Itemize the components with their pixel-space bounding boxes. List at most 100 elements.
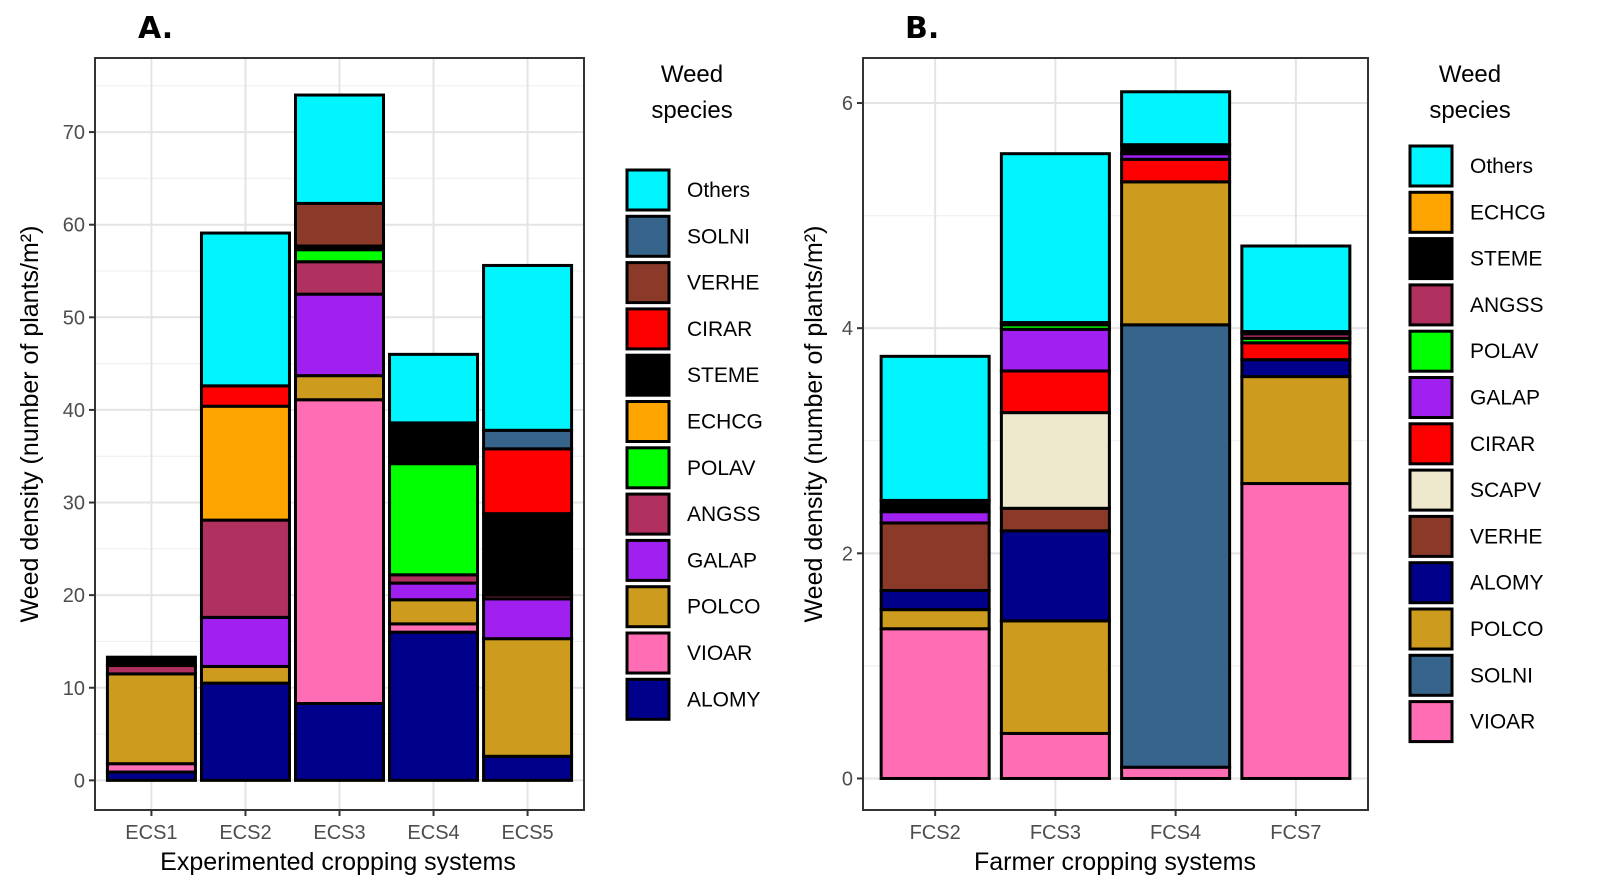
legend-label: ECHCG [1470,201,1546,224]
bar-segment-fcs2-steme [879,498,991,514]
panel-a-x-axis-title: Experimented cropping systems [160,848,516,876]
panel-b-legend-items: Others ECHCG STEME ANGSS POLAV GALAP CIRAR SCAP… [1408,144,1546,744]
legend-label: POLCO [687,596,761,619]
bar-segment-ecs4-galap [388,581,480,602]
panel-a-bars [105,93,574,782]
legend-swatch [1408,376,1454,419]
bar-segment-fcs3-alomy [999,529,1111,623]
bar-segment-ecs2-polco [199,664,291,685]
legend-label: VERHE [687,272,759,295]
bar-stack-fcs2 [879,354,991,780]
y-tick-label: 0 [842,768,853,790]
bar-segment-fcs4-polco [1120,180,1232,327]
panel-b-plot-border [862,57,1369,811]
bar-segment-fcs7-others [1240,244,1352,334]
x-tick-label-ecs5: ECS5 [501,822,553,844]
bar-segment-ecs5-steme [482,512,574,597]
y-tick-label: 0 [74,770,85,792]
bar-segment-fcs2-verhe [879,521,991,592]
panel-b-bars [879,90,1352,780]
legend-label: SOLNI [687,225,750,248]
y-tick-label: 70 [63,122,85,144]
panel-a-label: A. [138,11,173,46]
x-tick-label-ecs3: ECS3 [313,822,365,844]
legend-swatch [1408,468,1454,512]
bar-segment-fcs2-alomy [879,588,991,612]
bar-segment-ecs3-verhe [294,201,385,248]
bar-segment-ecs2-echcg [199,404,291,522]
bar-segment-fcs7-polco [1240,375,1352,486]
legend-swatch [1408,237,1454,281]
bar-segment-fcs2-galap [879,510,991,525]
legend-label: ECHCG [687,411,763,434]
legend-item-scapv: SCAPV [1408,468,1541,512]
y-tick-label: 40 [63,400,85,422]
panel-b-legend-title-line1: Weed [1439,61,1501,88]
legend-label: Others [1470,155,1533,178]
legend-label: ALOMY [1470,572,1544,595]
bar-segment-fcs7-alomy [1240,358,1352,379]
bar-segment-fcs3-others [999,152,1111,325]
x-tick-label-ecs2: ECS2 [219,822,271,844]
bar-segment-ecs4-polco [388,598,480,626]
legend-item-solni: SOLNI [1408,653,1533,697]
legend-swatch [625,307,671,351]
panel-b-y-axis-title: Weed density (number of plants/m²) [800,226,828,623]
bar-segment-fcs4-solni [1120,323,1232,769]
bar-segment-fcs2-others [879,354,991,502]
bar-segment-ecs4-others [388,352,480,425]
legend-item-verhe: VERHE [1408,514,1542,558]
legend-item-echcg: ECHCG [625,400,763,443]
bar-segment-ecs1-polco [105,672,197,766]
panel-b-y-axis: 0 2 4 6 [842,93,863,790]
x-tick-label-fcs4: FCS4 [1150,822,1201,844]
legend-label: ANGSS [1470,294,1544,317]
panel-a-x-axis: ECS1 ECS2 ECS3 ECS4 ECS5 [125,810,554,844]
legend-item-verhe: VERHE [625,261,759,305]
bar-segment-fcs4-others [1120,90,1232,147]
panel-a-legend-items: Others SOLNI VERHE CIRAR STEME ECHCG POLAV ANGS… [625,168,763,721]
legend-item-vioar: VIOAR [1408,700,1535,744]
legend-label: STEME [687,364,759,387]
legend-label: POLAV [1470,340,1538,363]
legend-swatch [625,585,671,629]
legend-label: VERHE [1470,525,1542,548]
bar-segment-ecs2-angss [199,518,291,619]
y-tick-label: 50 [63,307,85,329]
legend-label: SCAPV [1470,479,1541,502]
panel-a-y-axis: 0 10 20 30 40 50 60 70 [63,122,95,792]
legend-swatch [1408,514,1454,558]
legend-swatch [625,538,671,582]
legend-swatch [1408,144,1454,188]
legend-swatch [625,400,671,443]
bar-segment-ecs3-polco [294,374,385,402]
legend-label: ANGSS [687,503,761,526]
legend-swatch [1408,561,1454,605]
legend-label: CIRAR [1470,433,1535,456]
legend-item-angss: ANGSS [1408,283,1544,327]
bar-segment-ecs1-steme [105,655,197,668]
legend-label: VIOAR [687,642,752,665]
bar-segment-fcs3-cirar [999,369,1111,415]
bar-segment-ecs5-solni [482,428,574,451]
legend-item-galap: GALAP [1408,376,1540,419]
bar-segment-ecs3-galap [294,292,385,378]
bar-segment-fcs3-verhe [999,506,1111,533]
x-tick-label-ecs4: ECS4 [407,822,459,844]
legend-item-alomy: ALOMY [1408,561,1544,605]
y-tick-label: 4 [842,318,853,340]
bar-segment-fcs4-cirar [1120,157,1232,184]
legend-swatch [625,631,671,675]
legend-label: Others [687,179,750,202]
panel-a-y-axis-title: Weed density (number of plants/m²) [16,226,44,623]
bar-segment-ecs5-cirar [482,447,574,516]
legend-swatch [1408,422,1454,466]
bar-segment-fcs7-cirar [1240,341,1352,362]
bar-stack-ecs2 [199,231,291,782]
bar-segment-ecs4-steme [388,421,480,466]
legend-item-cirar: CIRAR [625,307,752,351]
legend-item-polav: POLAV [625,446,755,490]
bar-segment-ecs5-alomy [482,754,574,782]
legend-swatch [625,353,671,397]
